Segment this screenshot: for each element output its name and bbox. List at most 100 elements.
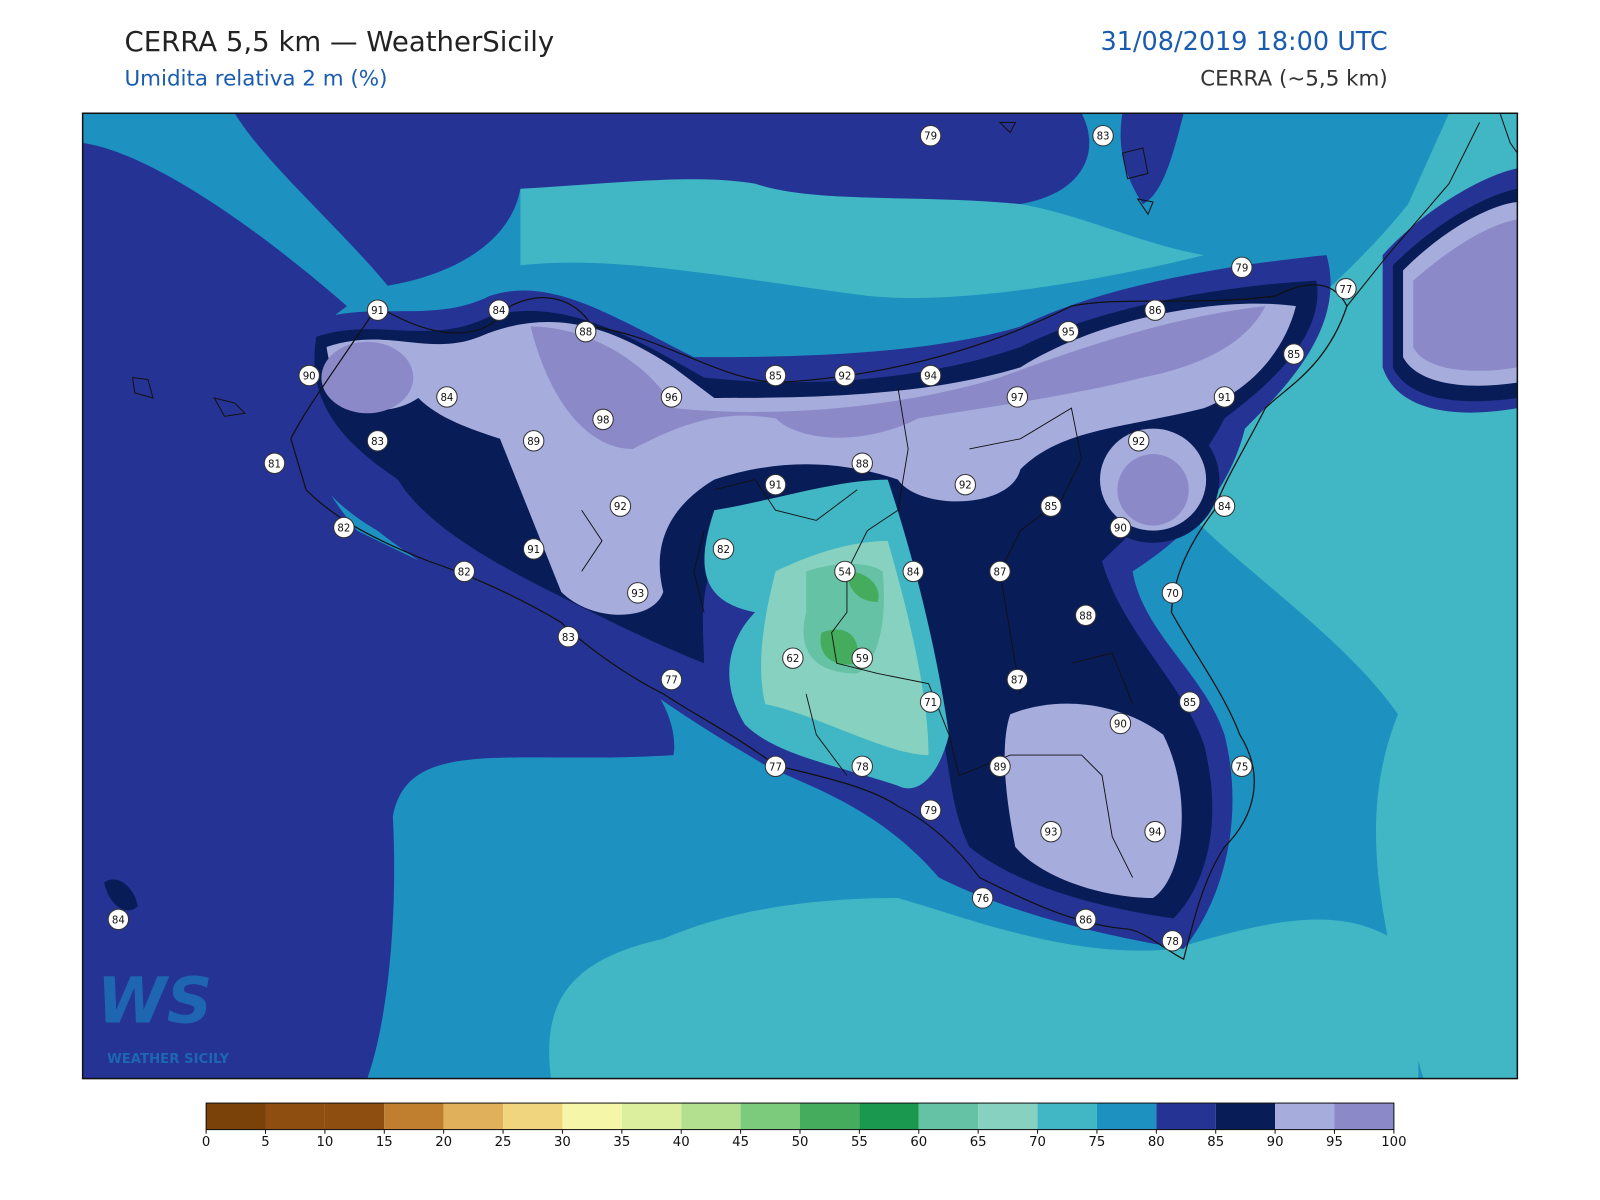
station-marker — [764, 473, 787, 496]
station-marker — [1057, 320, 1080, 343]
station-marker — [1092, 125, 1114, 147]
colorbar-bin — [503, 1103, 563, 1130]
colorbar-tick-label: 45 — [732, 1135, 749, 1150]
station-value: 71 — [924, 698, 937, 709]
colorbar-bin — [443, 1103, 504, 1130]
station-value: 82 — [337, 524, 350, 535]
station-marker — [1040, 820, 1062, 843]
station-marker — [1006, 386, 1029, 408]
colorbar-tick-label: 20 — [435, 1135, 452, 1150]
station-value: 76 — [976, 894, 989, 905]
station-value: 84 — [1218, 502, 1231, 513]
station-marker — [1006, 668, 1029, 691]
station-value: 90 — [1114, 524, 1127, 535]
colorbar-bin — [1334, 1103, 1394, 1130]
station-marker — [1231, 256, 1253, 279]
station-marker — [557, 626, 580, 648]
station-marker — [1283, 343, 1305, 365]
map-field — [82, 113, 1518, 1079]
station-value: 93 — [631, 589, 644, 600]
station-marker — [575, 320, 597, 343]
station-marker — [989, 755, 1011, 778]
colorbar-tick-label: 25 — [495, 1135, 512, 1150]
colorbar-bin — [918, 1103, 979, 1130]
station-marker — [989, 560, 1011, 583]
station-value: 90 — [1114, 719, 1127, 730]
station-value: 59 — [856, 654, 869, 665]
station-marker — [764, 364, 787, 387]
station-marker — [764, 755, 787, 778]
station-marker — [660, 668, 683, 691]
station-value: 54 — [838, 567, 851, 578]
station-marker — [488, 299, 510, 321]
colorbar: 0 5 10 15 20 25 30 35 40 45 50 55 60 65 70 75 80 85 90 95 10… — [202, 1102, 1407, 1150]
colorbar-bin — [1037, 1103, 1097, 1130]
map-frame — [81, 112, 1519, 1080]
station-marker — [902, 560, 924, 583]
colorbar-bin — [206, 1103, 266, 1130]
colorbar-bin — [324, 1103, 385, 1130]
colorbar-tick-label: 5 — [261, 1135, 269, 1150]
station-value: 89 — [994, 762, 1007, 773]
station-marker — [522, 538, 545, 560]
colorbar-bin — [1096, 1103, 1157, 1130]
station-marker — [971, 887, 994, 909]
colorbar-bin — [562, 1103, 622, 1130]
station-marker — [1161, 582, 1184, 604]
station-value: 78 — [1166, 937, 1179, 948]
colorbar-tick-label: 75 — [1089, 1135, 1106, 1150]
station-value: 92 — [959, 481, 972, 492]
station-marker — [660, 386, 683, 408]
station-value: 84 — [492, 306, 505, 317]
station-marker — [366, 299, 389, 321]
station-value: 91 — [769, 481, 782, 492]
colorbar-tick-label: 80 — [1148, 1135, 1165, 1150]
station-marker — [834, 364, 856, 387]
station-value: 88 — [856, 459, 869, 470]
station-marker — [919, 125, 942, 147]
station-value: 93 — [1045, 828, 1058, 839]
station-value: 78 — [856, 762, 869, 773]
stations: 79 83 79 77 91 84 88 86 95 85 90 85 92 94 84 96 97 91 98 83… — [107, 125, 1357, 952]
station-value: 79 — [924, 132, 937, 143]
station-marker — [851, 647, 873, 669]
colorbar-tick-label: 35 — [613, 1135, 630, 1150]
colorbar-bin — [740, 1103, 800, 1130]
station-value: 95 — [1062, 328, 1075, 339]
station-value: 85 — [1287, 350, 1300, 361]
station-value: 84 — [440, 393, 453, 404]
station-marker — [609, 495, 632, 517]
station-value: 94 — [924, 372, 937, 383]
station-marker — [263, 452, 286, 474]
station-value: 79 — [1235, 263, 1248, 274]
colorbar-bin — [800, 1103, 860, 1130]
station-marker — [1128, 430, 1150, 452]
station-marker — [712, 538, 735, 560]
station-marker — [1109, 516, 1132, 539]
station-marker — [1144, 299, 1166, 321]
colorbar-bin — [681, 1103, 741, 1130]
title: CERRA 5,5 km — WeatherSicily — [124, 26, 554, 58]
colorbar-bin — [859, 1103, 919, 1130]
station-value: 92 — [838, 372, 851, 383]
station-value: 86 — [1149, 306, 1162, 317]
colorbar-tick-label: 50 — [792, 1135, 809, 1150]
colorbar-tick-label: 40 — [673, 1135, 690, 1150]
station-marker — [1075, 604, 1097, 627]
logo-text: WEATHER SICILY — [107, 1052, 229, 1067]
station-value: 88 — [1079, 611, 1092, 622]
station-value: 91 — [1218, 393, 1231, 404]
station-value: 98 — [597, 415, 610, 426]
colorbar-bin — [621, 1103, 682, 1130]
colorbar-bin — [978, 1103, 1038, 1130]
station-marker — [1075, 908, 1097, 931]
station-marker — [954, 473, 977, 496]
colorbar-tick-label: 0 — [202, 1135, 210, 1150]
station-value: 83 — [562, 633, 575, 644]
station-value: 85 — [1183, 698, 1196, 709]
station-value: 92 — [614, 502, 627, 513]
station-value: 84 — [112, 915, 125, 926]
station-value: 82 — [458, 567, 471, 578]
colorbar-tick-label: 100 — [1381, 1135, 1406, 1150]
